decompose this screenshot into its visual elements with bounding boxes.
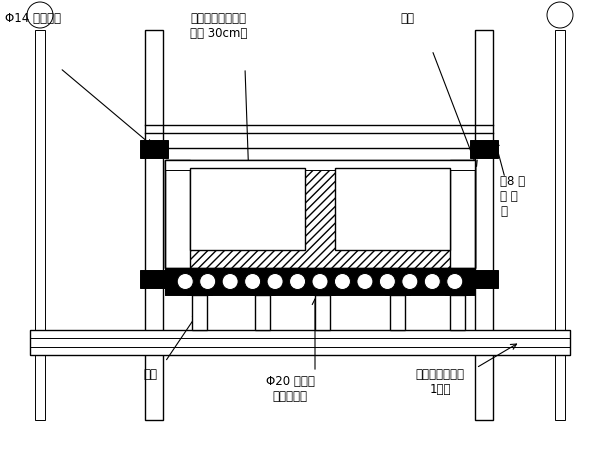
Circle shape: [267, 274, 283, 289]
Circle shape: [222, 274, 238, 289]
Bar: [165, 268, 475, 295]
Bar: [165, 160, 475, 268]
Bar: [145, 30, 163, 420]
Bar: [470, 140, 498, 158]
Circle shape: [312, 274, 328, 289]
Bar: [450, 295, 465, 330]
Bar: [165, 160, 190, 268]
Bar: [165, 160, 475, 170]
Text: 操作平台（宽度
1米）: 操作平台（宽度 1米）: [415, 368, 464, 396]
Bar: [315, 295, 330, 330]
Circle shape: [447, 274, 463, 289]
Bar: [140, 270, 168, 288]
Bar: [250, 289, 275, 295]
Circle shape: [547, 2, 573, 28]
Bar: [450, 160, 475, 268]
Bar: [35, 30, 45, 420]
Bar: [165, 160, 475, 268]
Circle shape: [424, 274, 440, 289]
Bar: [390, 295, 405, 330]
Circle shape: [334, 274, 350, 289]
Bar: [470, 270, 498, 288]
Text: 第一次浇筑层（顶
板底 30cm）: 第一次浇筑层（顶 板底 30cm）: [190, 12, 247, 40]
Text: 《8 槽
钗 横
架: 《8 槽 钗 横 架: [500, 175, 525, 218]
Bar: [140, 140, 168, 158]
Bar: [310, 289, 335, 295]
Bar: [385, 289, 410, 295]
Text: 顶托: 顶托: [143, 368, 157, 381]
Bar: [335, 168, 450, 250]
Circle shape: [379, 274, 395, 289]
Text: Φ14 对拉螺杆: Φ14 对拉螺杆: [5, 12, 61, 25]
Circle shape: [402, 274, 418, 289]
Circle shape: [27, 2, 53, 28]
Bar: [255, 295, 270, 330]
Bar: [30, 330, 570, 355]
Circle shape: [200, 274, 215, 289]
Bar: [190, 168, 305, 250]
Bar: [475, 30, 493, 420]
Bar: [187, 289, 212, 295]
Circle shape: [357, 274, 373, 289]
Text: Φ20 螺纹钗
朔底模骨架: Φ20 螺纹钗 朔底模骨架: [266, 375, 314, 403]
Circle shape: [245, 274, 260, 289]
Bar: [555, 30, 565, 420]
Text: 侧模: 侧模: [400, 12, 414, 25]
Circle shape: [290, 274, 305, 289]
Bar: [192, 295, 207, 330]
Bar: [445, 289, 470, 295]
Circle shape: [177, 274, 193, 289]
